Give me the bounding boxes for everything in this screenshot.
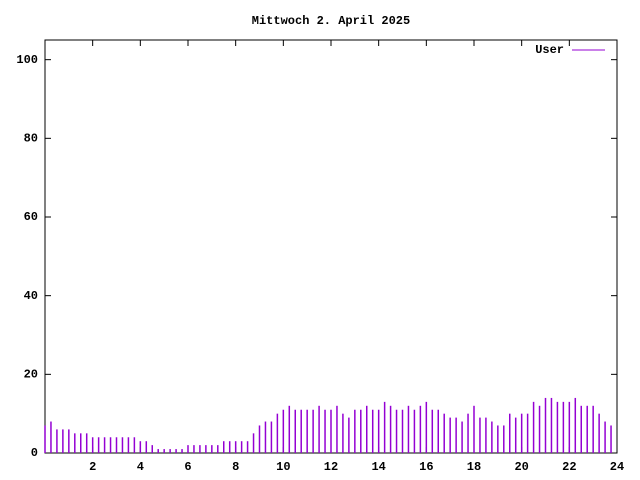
x-tick-label: 2 (89, 460, 96, 474)
x-tick-label: 4 (137, 460, 144, 474)
y-tick-label: 0 (31, 446, 38, 460)
x-tick-label: 24 (610, 460, 624, 474)
legend-label: User (535, 43, 564, 57)
plot-frame (44, 39, 618, 454)
y-tick-label: 40 (24, 289, 38, 303)
x-tick-label: 20 (514, 460, 528, 474)
y-tick-label: 100 (16, 53, 38, 67)
x-tick-label: 14 (371, 460, 385, 474)
x-tick-label: 12 (324, 460, 338, 474)
x-tick-label: 18 (467, 460, 481, 474)
x-tick-label: 16 (419, 460, 433, 474)
x-tick-label: 8 (232, 460, 239, 474)
y-tick-label: 20 (24, 368, 38, 382)
chart-title: Mittwoch 2. April 2025 (252, 14, 410, 28)
x-tick-label: 22 (562, 460, 576, 474)
y-tick-label: 80 (24, 132, 38, 146)
y-tick-label: 60 (24, 210, 38, 224)
x-tick-label: 10 (276, 460, 290, 474)
x-tick-label: 6 (184, 460, 191, 474)
